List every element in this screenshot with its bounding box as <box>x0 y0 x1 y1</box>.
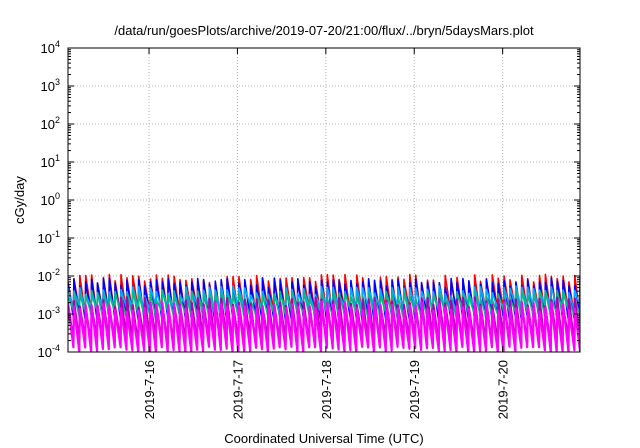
y-tick-label: 104 <box>41 39 60 56</box>
x-tick-label: 2019-7-19 <box>407 360 422 419</box>
y-tick-label: 101 <box>41 153 60 170</box>
x-tick-label: 2019-7-16 <box>142 360 157 419</box>
x-tick-label: 2019-7-18 <box>319 360 334 419</box>
x-tick-label: 2019-7-20 <box>496 360 511 419</box>
series-layer <box>68 273 580 352</box>
y-axis-title: cGy/day <box>12 176 27 224</box>
grid <box>68 48 580 352</box>
y-tick-label: 10-3 <box>38 305 60 322</box>
x-tick-label: 2019-7-17 <box>230 360 245 419</box>
y-tick-label: 10-4 <box>38 343 60 360</box>
y-tick-label: 10-1 <box>38 229 60 246</box>
y-tick-label: 100 <box>41 191 60 208</box>
series-line <box>68 300 580 352</box>
x-axis-title: Coordinated Universal Time (UTC) <box>224 431 423 446</box>
y-tick-label: 102 <box>41 115 60 132</box>
y-tick-label: 10-2 <box>38 267 60 284</box>
chart-title: /data/run/goesPlots/archive/2019-07-20/2… <box>114 23 534 38</box>
axis-ticks: 10-4 10-3 10-2 10-1 100 101 102 103 104 2019-7-16… <box>38 39 580 419</box>
y-tick-label: 103 <box>41 77 60 94</box>
